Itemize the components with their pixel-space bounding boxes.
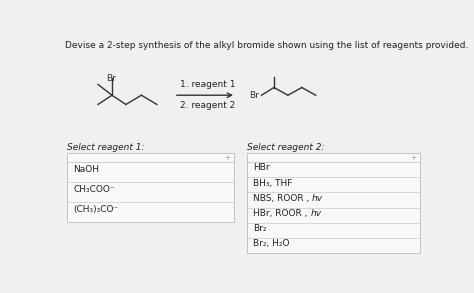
Text: HBr, ROOR ,: HBr, ROOR ,: [253, 209, 310, 218]
Text: 2. reagent 2: 2. reagent 2: [180, 101, 236, 110]
Text: hv: hv: [310, 209, 321, 218]
Text: (CH₃)₃CO⁻: (CH₃)₃CO⁻: [73, 205, 118, 214]
Text: Br₂: Br₂: [253, 224, 266, 233]
Text: NaOH: NaOH: [73, 165, 99, 174]
Text: Br: Br: [106, 74, 116, 83]
Text: hv: hv: [312, 194, 323, 203]
Text: HBr: HBr: [253, 163, 270, 173]
Bar: [67, 153, 234, 222]
Text: +: +: [224, 155, 230, 161]
Text: Devise a 2-step synthesis of the alkyl bromide shown using the list of reagents : Devise a 2-step synthesis of the alkyl b…: [65, 41, 469, 50]
Text: +: +: [410, 155, 417, 161]
Text: 1. reagent 1: 1. reagent 1: [180, 80, 236, 89]
Text: Br: Br: [249, 91, 259, 100]
Text: Br₂, H₂O: Br₂, H₂O: [253, 239, 290, 248]
Text: Select reagent 2:: Select reagent 2:: [247, 143, 324, 152]
Text: Select reagent 1:: Select reagent 1:: [67, 143, 145, 152]
Text: NBS, ROOR ,: NBS, ROOR ,: [253, 194, 312, 203]
Text: CH₃COO⁻: CH₃COO⁻: [73, 185, 115, 194]
Text: BH₃, THF: BH₃, THF: [253, 179, 292, 188]
Bar: [247, 153, 420, 253]
